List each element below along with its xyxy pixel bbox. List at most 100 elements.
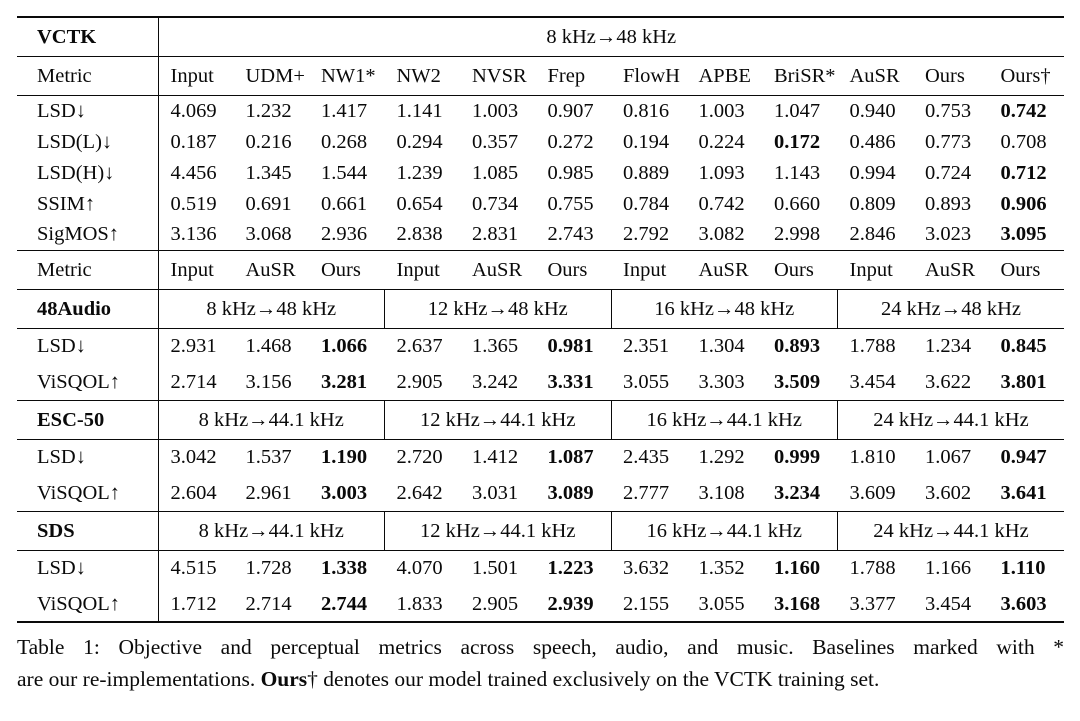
table-row: LSD↓ 4.515 1.728 1.338 4.070 1.501 1.223 3.632 1… <box>17 549 1064 586</box>
value-cell: 3.042 <box>158 438 234 475</box>
value-cell: 1.338 <box>309 549 385 586</box>
section-48audio-header-block: 48Audio 8 kHz→48 kHz 12 kHz→48 kHz 16 kH… <box>17 288 1064 328</box>
column-header: AuSR <box>460 249 536 289</box>
section-sds-data-block: LSD↓ 4.515 1.728 1.338 4.070 1.501 1.223 3.632 1… <box>17 549 1064 622</box>
value-cell: 0.809 <box>849 192 896 215</box>
table-row: LSD↓ 4.069 1.232 1.417 1.141 1.003 0.907 0.816 1… <box>17 94 1064 126</box>
range-header: 12 kHz→48 kHz <box>384 288 611 328</box>
range-header: 8 kHz→48 kHz <box>158 288 385 328</box>
table-row: SSIM↑ 0.519 0.691 0.661 0.654 0.734 0.755 0.784… <box>17 188 1064 219</box>
metric-header-label: Metric <box>17 249 159 289</box>
table-row: LSD(L)↓ 0.187 0.216 0.268 0.294 0.357 0.272 0.1… <box>17 126 1064 157</box>
value-cell: 3.003 <box>321 481 368 504</box>
value-cell: 1.223 <box>535 549 611 586</box>
value-cell: 0.486 <box>849 130 896 153</box>
column-header: Input <box>158 55 234 95</box>
value-cell: 3.331 <box>547 370 594 393</box>
value-cell: 0.994 <box>849 161 896 184</box>
value-cell: 0.889 <box>623 161 670 184</box>
value-cell: 0.784 <box>623 192 670 215</box>
value-cell: 2.777 <box>623 481 670 504</box>
column-header: AuSR <box>913 249 989 289</box>
value-cell: 0.753 <box>913 94 989 126</box>
metric-label: LSD(H)↓ <box>17 157 159 188</box>
value-cell: 2.792 <box>623 223 670 246</box>
value-cell: 1.234 <box>913 327 989 364</box>
value-cell: 2.155 <box>623 592 670 615</box>
value-cell: 0.691 <box>245 192 292 215</box>
value-cell: 1.365 <box>460 327 536 364</box>
metric-label: ViSQOL↑ <box>17 475 159 511</box>
value-cell: 3.136 <box>170 223 217 246</box>
column-header: Input <box>384 249 460 289</box>
caption-line2-post: † denotes our model trained exclusively … <box>307 667 880 691</box>
column-header: NW1* <box>309 55 385 95</box>
metric-label: LSD↓ <box>17 549 159 586</box>
value-cell: 2.905 <box>472 592 519 615</box>
value-cell: 0.224 <box>698 130 745 153</box>
value-cell: 1.417 <box>309 94 385 126</box>
value-cell: 3.168 <box>774 592 821 615</box>
section-header-row: SDS 8 kHz→44.1 kHz 12 kHz→44.1 kHz 16 kH… <box>17 510 1064 550</box>
value-cell: 1.788 <box>837 549 913 586</box>
value-cell: 3.603 <box>1000 592 1047 615</box>
table-row: ViSQOL↑ 2.714 3.156 3.281 2.905 3.242 3.331 3.0… <box>17 364 1064 400</box>
value-cell: 3.055 <box>623 370 670 393</box>
value-cell: 3.641 <box>1000 481 1047 504</box>
value-cell: 1.087 <box>535 438 611 475</box>
metric-label: ViSQOL↑ <box>17 586 159 622</box>
value-cell: 0.773 <box>925 130 972 153</box>
column-header: AuSR <box>837 55 913 95</box>
value-cell: 0.294 <box>396 130 443 153</box>
group-metric-header-block: Metric Input AuSR Ours Input AuSR Ours I… <box>17 249 1064 289</box>
value-cell: 3.156 <box>245 370 292 393</box>
value-cell: 1.085 <box>472 161 519 184</box>
value-cell: 1.141 <box>384 94 460 126</box>
column-header: Input <box>837 249 913 289</box>
section-48audio-data-block: LSD↓ 2.931 1.468 1.066 2.637 1.365 0.981 2.351 1… <box>17 327 1064 400</box>
value-cell: 1.412 <box>460 438 536 475</box>
table-row: ViSQOL↑ 2.604 2.961 3.003 2.642 3.031 3.089 2.7… <box>17 475 1064 511</box>
value-cell: 1.047 <box>762 94 838 126</box>
value-cell: 0.742 <box>988 94 1064 126</box>
column-header: Ours <box>309 249 385 289</box>
metric-label: LSD↓ <box>17 94 159 126</box>
column-header: AuSR <box>686 249 762 289</box>
value-cell: 1.292 <box>686 438 762 475</box>
value-cell: 1.544 <box>321 161 368 184</box>
value-cell: 3.454 <box>925 592 972 615</box>
table-row: LSD↓ 3.042 1.537 1.190 2.720 1.412 1.087 2.435 1… <box>17 438 1064 475</box>
value-cell: 0.985 <box>547 161 594 184</box>
value-cell: 4.515 <box>158 549 234 586</box>
value-cell: 0.816 <box>611 94 687 126</box>
value-cell: 1.712 <box>170 592 217 615</box>
value-cell: 0.660 <box>774 192 821 215</box>
page: VCTK 8 kHz→48 kHz Metric Input UDM+ NW1*… <box>17 16 1064 695</box>
value-cell: 3.089 <box>547 481 594 504</box>
value-cell: 1.003 <box>686 94 762 126</box>
caption-line2: are our re-implementations. Ours† denote… <box>17 663 1064 695</box>
value-cell: 1.304 <box>686 327 762 364</box>
metric-label: LSD↓ <box>17 438 159 475</box>
value-cell: 4.070 <box>384 549 460 586</box>
column-header: Input <box>158 249 234 289</box>
value-cell: 2.637 <box>384 327 460 364</box>
range-header: 24 kHz→44.1 kHz <box>837 510 1064 550</box>
value-cell: 1.728 <box>233 549 309 586</box>
dataset-name-esc50: ESC-50 <box>17 399 159 439</box>
range-header: 16 kHz→44.1 kHz <box>610 510 838 550</box>
value-cell: 3.509 <box>774 370 821 393</box>
vctk-metric-header-row: Metric Input UDM+ NW1* NW2 NVSR Frep Flo… <box>17 55 1064 95</box>
value-cell: 0.893 <box>762 327 838 364</box>
dataset-name-vctk: VCTK <box>17 17 159 56</box>
value-cell: 0.216 <box>245 130 292 153</box>
vctk-header-row: VCTK 8 kHz→48 kHz <box>17 17 1064 56</box>
group-metric-header-row: Metric Input AuSR Ours Input AuSR Ours I… <box>17 249 1064 289</box>
section-sds-header-block: SDS 8 kHz→44.1 kHz 12 kHz→44.1 kHz 16 kH… <box>17 510 1064 550</box>
value-cell: 2.604 <box>170 481 217 504</box>
value-cell: 2.714 <box>245 592 292 615</box>
value-cell: 2.720 <box>384 438 460 475</box>
value-cell: 1.166 <box>913 549 989 586</box>
value-cell: 3.281 <box>321 370 368 393</box>
column-header: UDM+ <box>233 55 309 95</box>
